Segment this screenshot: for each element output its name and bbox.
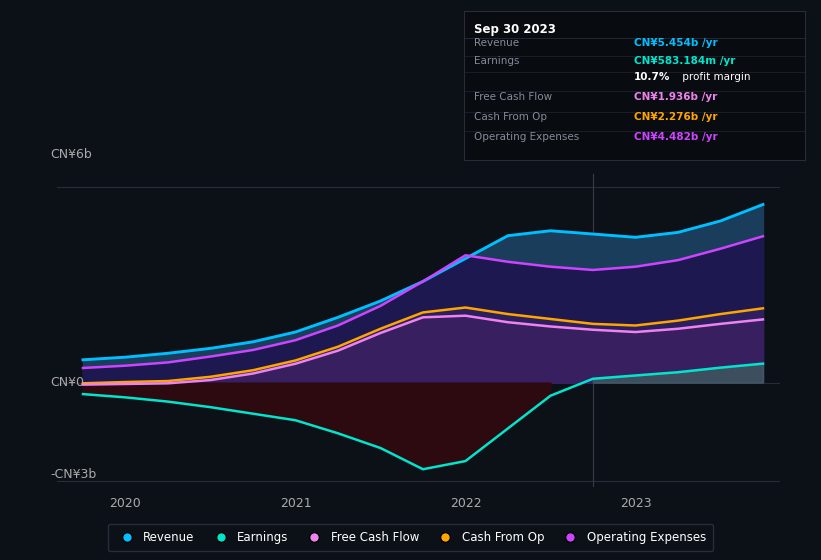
Text: Earnings: Earnings	[474, 56, 520, 66]
Text: CN¥4.482b /yr: CN¥4.482b /yr	[635, 132, 718, 142]
Text: Operating Expenses: Operating Expenses	[474, 132, 580, 142]
Text: profit margin: profit margin	[678, 72, 750, 82]
Text: -CN¥3b: -CN¥3b	[50, 468, 97, 481]
Text: CN¥0: CN¥0	[50, 376, 85, 389]
Text: CN¥6b: CN¥6b	[50, 148, 92, 161]
Text: CN¥5.454b /yr: CN¥5.454b /yr	[635, 38, 718, 48]
Text: Revenue: Revenue	[474, 38, 519, 48]
Text: CN¥2.276b /yr: CN¥2.276b /yr	[635, 113, 718, 123]
Text: Sep 30 2023: Sep 30 2023	[474, 23, 556, 36]
Text: CN¥1.936b /yr: CN¥1.936b /yr	[635, 92, 718, 102]
Text: 10.7%: 10.7%	[635, 72, 671, 82]
Text: Free Cash Flow: Free Cash Flow	[474, 92, 553, 102]
Text: Cash From Op: Cash From Op	[474, 113, 547, 123]
Legend: Revenue, Earnings, Free Cash Flow, Cash From Op, Operating Expenses: Revenue, Earnings, Free Cash Flow, Cash …	[108, 524, 713, 551]
Text: CN¥583.184m /yr: CN¥583.184m /yr	[635, 56, 736, 66]
